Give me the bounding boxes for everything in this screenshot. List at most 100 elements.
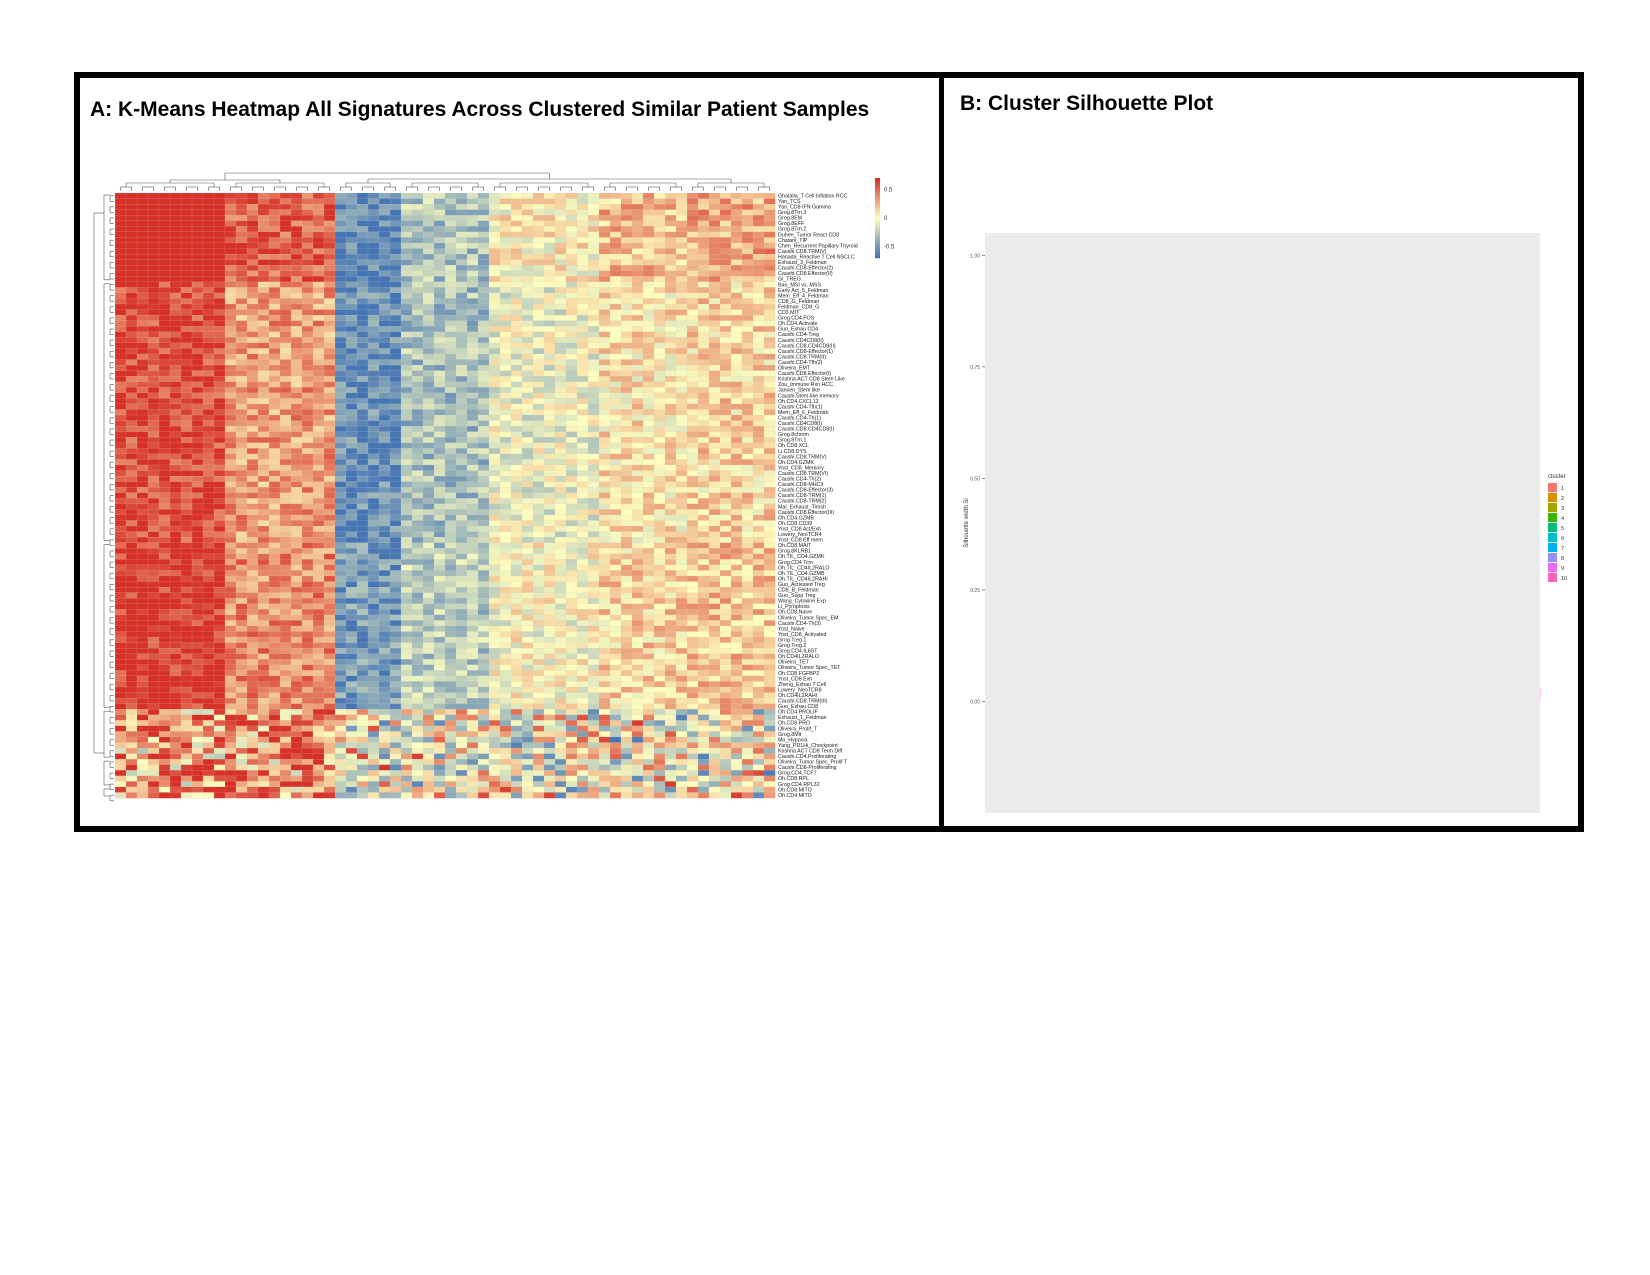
heatmap-cell [730,481,743,488]
heatmap-cell [620,453,633,460]
heatmap-cell [169,437,182,444]
heatmap-cell [268,531,281,538]
heatmap-cell [543,398,556,405]
heatmap-cell [147,614,160,621]
heatmap-cell [279,364,292,371]
heatmap-cell [290,192,303,199]
heatmap-cell [576,231,589,238]
heatmap-cell [312,392,325,399]
heatmap-cell [136,525,149,532]
heatmap-cell [334,287,347,294]
heatmap-cell [631,192,644,199]
heatmap-cell [224,387,237,394]
heatmap-cell [378,481,391,488]
heatmap-cell [598,431,611,438]
heatmap-cell [598,315,611,322]
heatmap-cell [158,259,171,266]
heatmap-cell [213,575,226,582]
heatmap-cell [686,287,699,294]
heatmap-cell [235,437,248,444]
heatmap-cell [389,370,402,377]
heatmap-cell [697,376,710,383]
heatmap-cell [664,609,677,616]
heatmap-cell [136,403,149,410]
heatmap-cell [345,453,358,460]
heatmap-cell [653,570,666,577]
heatmap-cell [312,270,325,277]
heatmap-cell [576,514,589,521]
heatmap-cell [433,409,446,416]
heatmap-cell [653,587,666,594]
heatmap-cell [147,237,160,244]
heatmap-cell [213,303,226,310]
heatmap-cell [334,403,347,410]
heatmap-cell [631,237,644,244]
heatmap-cell [422,198,435,205]
heatmap-cell [213,320,226,327]
heatmap-cell [389,509,402,516]
heatmap-cell [312,514,325,521]
heatmap-cell [554,581,567,588]
heatmap-cell [114,381,127,388]
heatmap-cell [620,298,633,305]
heatmap-cell [301,376,314,383]
heatmap-cell [598,414,611,421]
heatmap-cell [246,531,259,538]
heatmap-cell [422,420,435,427]
heatmap-cell [554,403,567,410]
heatmap-cell [477,281,490,288]
heatmap-cell [730,309,743,316]
heatmap-cell [455,603,468,610]
heatmap-cell [741,237,754,244]
heatmap-cell [257,331,270,338]
heatmap-cell [576,220,589,227]
heatmap-cell [213,514,226,521]
heatmap-cell [257,337,270,344]
heatmap-cell [147,464,160,471]
heatmap-cell [565,237,578,244]
heatmap-cell [708,448,721,455]
heatmap-cell [290,331,303,338]
heatmap-cell [345,353,358,360]
heatmap-cell [587,198,600,205]
heatmap-cell [631,281,644,288]
heatmap-cell [653,531,666,538]
heatmap-cell [191,409,204,416]
heatmap-cell [664,431,677,438]
heatmap-cell [488,464,501,471]
heatmap-cell [631,215,644,222]
heatmap-cell [367,464,380,471]
heatmap-cell [510,342,523,349]
heatmap-cell [169,614,182,621]
heatmap-cell [620,276,633,283]
heatmap-cell [510,398,523,405]
heatmap-cell [191,592,204,599]
heatmap-cell [180,426,193,433]
heatmap-cell [477,592,490,599]
heatmap-cell [675,575,688,582]
heatmap-cell [235,320,248,327]
heatmap-cell [279,242,292,249]
heatmap-cell [686,242,699,249]
heatmap-cell [202,315,215,322]
heatmap-cell [763,292,776,299]
heatmap-cell [136,259,149,266]
heatmap-cell [114,265,127,272]
heatmap-cell [466,448,479,455]
heatmap-cell [752,470,765,477]
heatmap-cell [125,603,138,610]
heatmap-cell [598,348,611,355]
heatmap-cell [367,614,380,621]
heatmap-cell [378,220,391,227]
heatmap-cell [532,337,545,344]
heatmap-cell [466,198,479,205]
heatmap-cell [323,359,336,366]
heatmap-cell [125,215,138,222]
heatmap-cell [422,514,435,521]
heatmap-cell [268,520,281,527]
heatmap-cell [279,376,292,383]
heatmap-cell [136,276,149,283]
heatmap-cell [136,459,149,466]
heatmap-cell [499,414,512,421]
heatmap-cell [444,559,457,566]
